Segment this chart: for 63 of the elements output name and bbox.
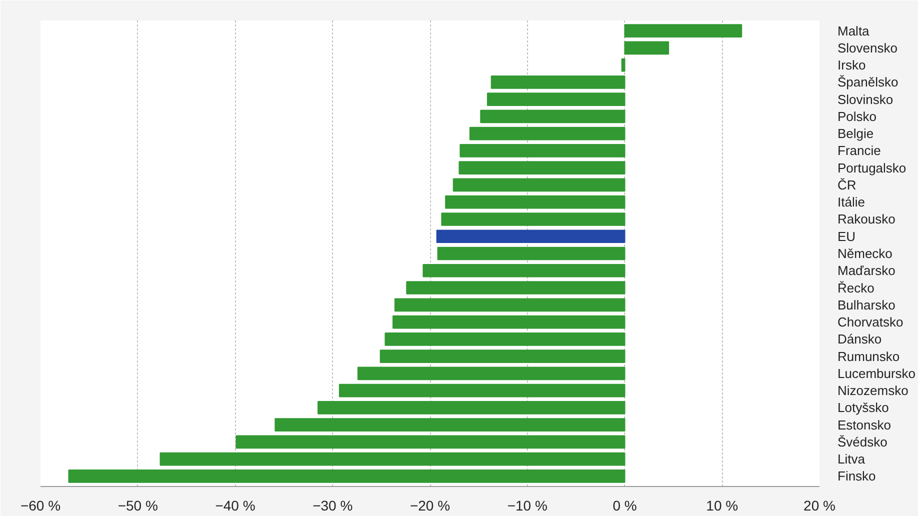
bar (490, 76, 626, 89)
y-tick-label: Nizozemsko (838, 383, 908, 398)
x-tick-label: 20 % (804, 498, 836, 514)
bar (160, 452, 626, 466)
x-tick-label: −60 % (20, 498, 61, 514)
y-tick-label: ČR (838, 177, 856, 192)
y-tick-label: Polsko (838, 108, 877, 124)
bar (274, 418, 626, 432)
bar (621, 58, 626, 72)
y-tick-label: Belgie (838, 126, 874, 142)
y-tick-label: Malta (838, 23, 870, 38)
y-tick-label: Slovinsko (838, 92, 894, 107)
x-tick-label: −50 % (118, 498, 158, 514)
bar (394, 298, 626, 312)
bar (486, 92, 626, 106)
bar (624, 41, 670, 55)
bar (452, 178, 626, 192)
y-tick-label: Bulharsko (838, 297, 896, 312)
bar (392, 315, 626, 329)
y-tick-label: Irsko (838, 58, 866, 73)
y-tick-label: Dánsko (838, 332, 882, 347)
y-tick-label: Portugalsko (838, 160, 906, 176)
x-tick-label: −30 % (312, 498, 353, 514)
bar (384, 332, 626, 346)
y-tick-label: Francie (838, 143, 881, 158)
bar (437, 246, 626, 260)
x-tick-label: −40 % (215, 498, 256, 514)
bar (469, 126, 626, 140)
bar (406, 281, 626, 294)
bar (460, 144, 626, 158)
bar (436, 230, 626, 244)
y-tick-label: Slovensko (838, 40, 898, 56)
y-tick-label: Švédsko (838, 434, 888, 450)
y-tick-label: Německo (838, 246, 892, 261)
x-tick-label: −20 % (410, 498, 450, 514)
y-tick-label: EU (838, 228, 856, 244)
bar (458, 161, 626, 175)
y-tick-label: Itálie (838, 194, 865, 210)
y-tick-label: Lucembursko (838, 366, 916, 381)
y-tick-label: Řecko (838, 280, 874, 296)
bar (338, 384, 626, 398)
bar (68, 470, 626, 483)
y-tick-label: Estonsko (838, 417, 891, 432)
bar (318, 401, 626, 414)
bar (445, 195, 626, 209)
bar (480, 110, 626, 124)
bar (236, 435, 626, 449)
y-tick-label: Chorvatsko (838, 314, 904, 330)
bar (441, 212, 626, 226)
y-tick-label: Španělsko (838, 74, 898, 90)
y-tick-label: Rumunsko (838, 348, 900, 364)
bar (357, 366, 626, 380)
x-tick-label: 0 % (612, 498, 637, 514)
bar (422, 264, 626, 278)
x-tick-label: 10 % (706, 498, 738, 514)
y-tick-label: Litva (838, 452, 866, 467)
x-tick-label: −10 % (507, 498, 548, 514)
y-tick-label: Rakousko (838, 212, 896, 227)
y-tick-label: Maďarsko (838, 263, 896, 278)
bar (624, 24, 742, 38)
y-tick-label: Finsko (838, 468, 876, 484)
bar (380, 350, 626, 363)
y-tick-label: Lotyšsko (838, 400, 889, 416)
